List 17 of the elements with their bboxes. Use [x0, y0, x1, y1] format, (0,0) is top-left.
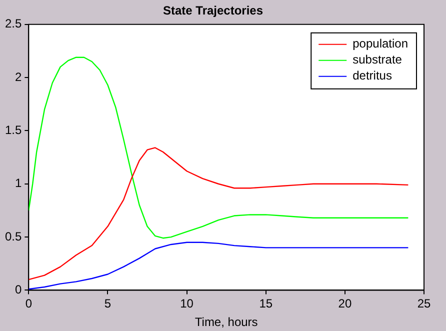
legend-label: population: [352, 36, 408, 51]
y-tick-label: 0.5: [4, 229, 22, 244]
y-tick-label: 2: [14, 70, 22, 84]
x-tick-label: 25: [417, 296, 431, 311]
chart-title: State Trajectories: [162, 4, 264, 18]
x-tick-label: 20: [338, 296, 352, 311]
x-tick-label: 15: [259, 296, 273, 311]
x-tick-label: 0: [25, 296, 32, 311]
y-tick-label: 2.5: [4, 16, 22, 31]
y-tick-label: 0: [14, 282, 22, 297]
legend-label: substrate: [352, 52, 402, 67]
y-tick-label: 1.5: [4, 123, 22, 138]
x-tick-label: 5: [104, 296, 112, 311]
legend-label: detritus: [352, 68, 392, 83]
y-tick-label: 1: [14, 176, 22, 190]
x-tick-label: 10: [180, 296, 194, 311]
x-axis-title: Time, hours: [194, 315, 258, 330]
